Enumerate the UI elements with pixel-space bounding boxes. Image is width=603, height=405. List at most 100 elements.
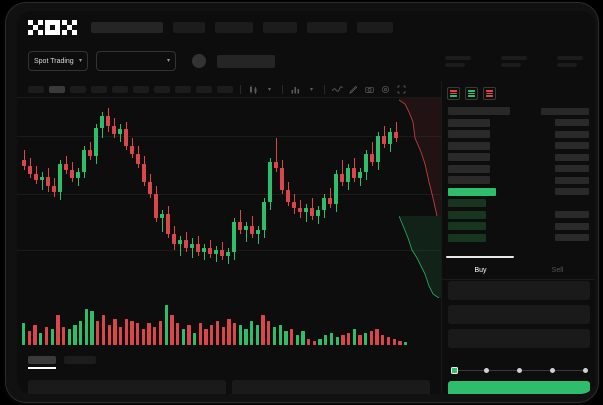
orderbook-amount-cell	[555, 234, 589, 241]
nav-placeholder-3[interactable]	[215, 22, 253, 33]
candle-24	[166, 98, 170, 298]
candle-20	[142, 98, 146, 298]
orderbook-ask-row-3[interactable]	[442, 153, 595, 161]
slider-step-25[interactable]	[483, 367, 489, 373]
volume-bar-32	[204, 329, 208, 345]
chevron-down-icon[interactable]: ▾	[309, 86, 313, 93]
orderbook-bid-row-3[interactable]	[442, 233, 595, 242]
volume-bar-47	[289, 329, 294, 345]
orderbook-ask-row-5[interactable]	[442, 176, 595, 184]
timeframe-button-5[interactable]	[133, 85, 149, 93]
price-chart-area[interactable]	[17, 98, 441, 353]
orderbook-price-cell	[448, 210, 486, 219]
orderbook-spread-row[interactable]	[442, 187, 595, 196]
volume-bar-9	[73, 325, 77, 345]
orderbook-bid-row-1[interactable]	[442, 210, 595, 219]
line-chart-icon[interactable]	[332, 84, 343, 95]
orderbook-icon-row	[468, 92, 475, 95]
volume-bar-31	[198, 323, 203, 345]
volume-bar-16	[113, 319, 117, 345]
timeframe-button-3[interactable]	[91, 85, 107, 93]
total-field[interactable]	[448, 329, 590, 348]
nav-placeholder-1[interactable]	[91, 22, 163, 33]
pencil-icon[interactable]	[348, 84, 359, 95]
volume-bar-57	[346, 333, 351, 345]
orderbook-rows[interactable]	[442, 105, 595, 242]
nav-placeholder-5[interactable]	[307, 22, 347, 33]
orderbook-ask-row-4[interactable]	[442, 164, 595, 173]
amount-slider[interactable]	[449, 364, 589, 376]
amount-field[interactable]	[448, 305, 590, 324]
trading-pair-selector[interactable]: ▾	[96, 51, 176, 71]
volume-bar-45	[278, 325, 282, 345]
candle-52	[334, 98, 338, 298]
orderbook-bid-row-0[interactable]	[442, 199, 595, 207]
slider-step-50[interactable]	[516, 367, 522, 373]
candle-17	[124, 98, 128, 298]
volume-bar-0	[22, 323, 26, 345]
orderbook-bid-row-2[interactable]	[442, 222, 595, 230]
orderbook-bids-icon[interactable]	[465, 87, 478, 100]
bottom-tab-1[interactable]	[64, 356, 96, 364]
market-type-selector[interactable]: Spot Trading ▾	[28, 51, 88, 71]
candle-29	[196, 98, 200, 298]
nav-placeholder-4[interactable]	[263, 22, 297, 33]
timeframe-button-6[interactable]	[154, 85, 170, 93]
timeframe-button-1[interactable]	[49, 85, 65, 93]
candle-35	[232, 98, 236, 298]
orderbook-price-cell	[448, 222, 486, 230]
orderbook-header-row[interactable]	[442, 107, 595, 115]
submit-buy-button[interactable]	[448, 381, 590, 394]
candle-26	[178, 98, 182, 298]
volume-bar-48	[295, 335, 299, 345]
timeframe-button-8[interactable]	[196, 85, 212, 93]
timeframe-button-2[interactable]	[70, 85, 86, 93]
candle-19	[136, 98, 140, 298]
slider-step-100[interactable]	[582, 367, 588, 373]
volume-bar-54	[329, 333, 334, 345]
ticker-price-placeholder	[217, 54, 275, 68]
timeframe-button-4[interactable]	[112, 85, 128, 93]
indicators-icon[interactable]	[290, 84, 301, 95]
nav-placeholder-2[interactable]	[173, 22, 205, 33]
tab-buy[interactable]: Buy	[442, 256, 519, 279]
orderbook-both-icon[interactable]	[447, 87, 460, 100]
candlestick-pane	[17, 98, 441, 298]
slider-step-75[interactable]	[549, 367, 555, 373]
candle-3	[40, 98, 44, 298]
trade-side-tabs: Buy Sell	[442, 256, 595, 280]
orderbook-amount-cell	[555, 130, 589, 138]
orderbook-icon-row	[450, 90, 457, 92]
orderbook-asks-icon[interactable]	[483, 87, 496, 100]
timeframe-group	[28, 85, 233, 93]
orderbook-ask-row-1[interactable]	[442, 130, 595, 138]
chevron-down-icon[interactable]: ▾	[267, 86, 271, 93]
volume-bar-62	[375, 329, 379, 345]
volume-bar-52	[318, 339, 322, 345]
candle-18	[130, 98, 134, 298]
timeframe-button-0[interactable]	[28, 85, 44, 93]
candle-59	[376, 98, 380, 298]
settings-gear-icon[interactable]	[380, 84, 391, 95]
volume-bar-66	[398, 341, 402, 345]
timeframe-button-7[interactable]	[175, 85, 191, 93]
price-field[interactable]	[448, 281, 590, 300]
toolbar-divider	[282, 84, 283, 94]
slider-handle[interactable]	[451, 366, 458, 374]
candlestick-chart-icon[interactable]	[248, 84, 259, 95]
bottom-tab-0[interactable]	[28, 356, 56, 369]
orderbook-amount-cell	[555, 188, 589, 195]
okx-logo-icon[interactable]	[28, 20, 77, 35]
camera-icon[interactable]	[364, 84, 375, 95]
bottom-box-1	[28, 380, 226, 394]
fullscreen-icon[interactable]	[396, 84, 407, 95]
timeframe-button-9[interactable]	[217, 85, 233, 93]
nav-placeholder-6[interactable]	[357, 22, 393, 33]
orderbook-icon-row	[468, 95, 475, 97]
tab-sell[interactable]: Sell	[519, 256, 595, 279]
orderbook-ask-row-0[interactable]	[442, 118, 595, 127]
bottom-tab-label	[28, 356, 56, 364]
candle-50	[322, 98, 326, 298]
orderbook-ask-row-2[interactable]	[442, 141, 595, 150]
tab-sell-label: Sell	[551, 266, 564, 274]
